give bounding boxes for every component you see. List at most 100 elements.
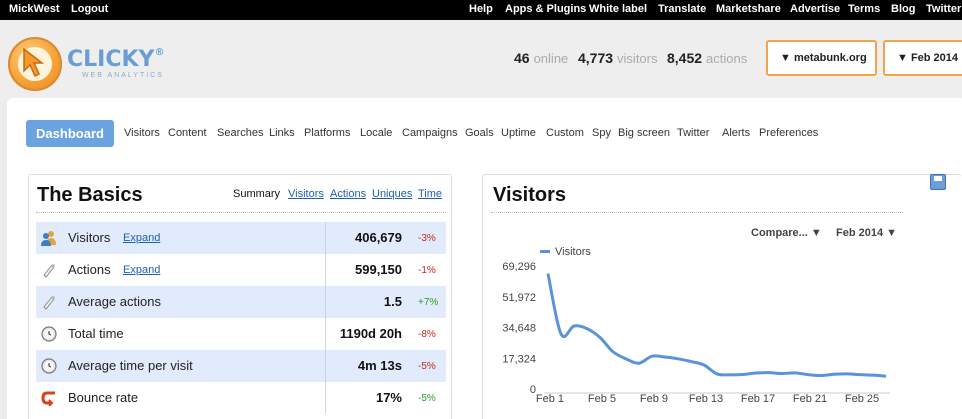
basics-tab-visitors[interactable]: Visitors (288, 188, 324, 200)
expand-link[interactable]: Expand (123, 264, 161, 276)
x-tick-label: Feb 5 (588, 393, 616, 405)
logout-link[interactable]: Logout (71, 3, 109, 15)
row-value: 4m 13s (357, 358, 402, 373)
apps-plugins-link[interactable]: Apps & Plugins (505, 3, 587, 15)
average-actions-icon (43, 296, 55, 310)
tab-campaigns[interactable]: Campaigns (402, 127, 458, 139)
row-change: -5% (418, 361, 436, 372)
row-label: Actions (68, 262, 111, 277)
tab-preferences[interactable]: Preferences (759, 127, 819, 139)
row-label: Bounce rate (68, 390, 139, 405)
user-link[interactable]: MickWest (9, 3, 60, 15)
clicky-logo-icon[interactable] (8, 37, 62, 91)
white-label-link[interactable]: White label (589, 3, 648, 15)
x-tick-label: Feb 21 (793, 393, 827, 405)
table-row[interactable]: Visitors Expand 406,679 -3% (36, 222, 446, 254)
compare-dropdown[interactable]: Compare... ▼ (751, 227, 822, 239)
row-value: 1.5 (383, 294, 402, 309)
legend-swatch (540, 250, 550, 253)
table-row[interactable]: Average actions 1.5 +7% (36, 286, 446, 318)
row-change: -5% (418, 393, 436, 404)
x-tick-label: Feb 17 (741, 393, 775, 405)
column-divider (325, 222, 326, 254)
column-divider (325, 286, 326, 318)
table-row[interactable]: Total time 1190d 20h -8% (36, 318, 446, 350)
basics-widget (28, 174, 452, 419)
row-value: 1190d 20h (339, 326, 402, 341)
tab-big-screen[interactable]: Big screen (618, 127, 670, 139)
help-link[interactable]: Help (469, 3, 493, 15)
row-value: 406,679 (355, 230, 402, 245)
tab-custom[interactable]: Custom (546, 127, 584, 139)
row-label: Total time (68, 326, 124, 341)
row-label: Average actions (68, 294, 161, 309)
y-tick-label: 51,972 (502, 292, 536, 304)
tab-uptime[interactable]: Uptime (501, 127, 536, 139)
row-value: 17% (375, 390, 402, 405)
basics-tab-summary[interactable]: Summary (233, 188, 281, 200)
save-icon[interactable] (930, 174, 946, 190)
tab-spy[interactable]: Spy (592, 127, 611, 139)
logo-wordmark: CLICKY® (67, 47, 165, 72)
translate-link[interactable]: Translate (658, 3, 707, 15)
row-change: +7% (418, 297, 439, 308)
column-divider (325, 382, 326, 414)
marketshare-link[interactable]: Marketshare (716, 3, 781, 15)
basics-tab-actions[interactable]: Actions (330, 188, 367, 200)
table-row[interactable]: Average time per visit 4m 13s -5% (36, 350, 446, 382)
table-row[interactable]: Bounce rate 17% -5% (36, 382, 446, 414)
advertise-link[interactable]: Advertise (790, 3, 841, 15)
row-label: Average time per visit (68, 358, 193, 373)
actions-stat[interactable]: 8,452 actions (667, 50, 748, 66)
site-select[interactable]: ▼ metabunk.org (766, 40, 877, 76)
tab-visitors[interactable]: Visitors (124, 127, 160, 139)
legend-label: Visitors (555, 246, 591, 258)
clock-icon (41, 358, 57, 374)
basics-tab-uniques[interactable]: Uniques (372, 188, 413, 200)
row-change: -1% (418, 265, 436, 276)
row-value: 599,150 (355, 262, 402, 277)
visitors-stat[interactable]: 4,773 visitors (578, 50, 658, 66)
visitors-icon (41, 231, 56, 246)
actions-icon (43, 264, 55, 278)
tab-locale[interactable]: Locale (360, 127, 393, 139)
tab-links[interactable]: Links (269, 127, 295, 139)
basics-tab-time[interactable]: Time (418, 188, 443, 200)
tab-searches[interactable]: Searches (217, 127, 264, 139)
tab-platforms[interactable]: Platforms (304, 127, 351, 139)
y-tick-label: 17,324 (502, 353, 536, 365)
y-tick-label: 69,296 (502, 261, 536, 273)
online-stat[interactable]: 46 online (514, 50, 569, 66)
chart-date-dropdown[interactable]: Feb 2014 ▼ (836, 227, 898, 239)
blog-link[interactable]: Blog (891, 3, 916, 15)
visitors-chart: 0 17,324 34,648 51,972 69,296 Feb 1 Feb 5 Feb 9… (502, 246, 890, 405)
x-tick-label: Feb 13 (689, 393, 723, 405)
visitors-series-line (546, 273, 887, 378)
twitter-link[interactable]: Twitter (926, 3, 962, 15)
row-change: -8% (418, 329, 436, 340)
column-divider (325, 350, 326, 382)
clock-icon (41, 326, 57, 342)
x-tick-label: Feb 9 (640, 393, 668, 405)
x-tick-label: Feb 25 (845, 393, 879, 405)
column-divider (325, 318, 326, 350)
tab-content[interactable]: Content (168, 127, 207, 139)
x-tick-label: Feb 1 (536, 393, 564, 405)
visitors-widget (482, 174, 962, 419)
tab-twitter[interactable]: Twitter (677, 127, 710, 139)
logo-subtitle: WEB ANALYTICS (82, 72, 164, 79)
table-row[interactable]: Actions Expand 599,150 -1% (36, 254, 446, 286)
date-select[interactable]: ▼ Feb 2014 (883, 40, 962, 76)
row-change: -3% (418, 233, 436, 244)
visitors-title: Visitors (493, 184, 566, 206)
tab-goals[interactable]: Goals (465, 127, 494, 139)
tab-alerts[interactable]: Alerts (722, 127, 751, 139)
terms-link[interactable]: Terms (848, 3, 881, 15)
y-tick-label: 0 (530, 384, 536, 396)
basics-divider (36, 212, 446, 213)
row-label: Visitors (68, 230, 111, 245)
basics-title: The Basics (37, 184, 143, 206)
tab-dashboard[interactable]: Dashboard (26, 120, 114, 147)
expand-link[interactable]: Expand (123, 232, 161, 244)
y-tick-label: 34,648 (502, 323, 536, 335)
